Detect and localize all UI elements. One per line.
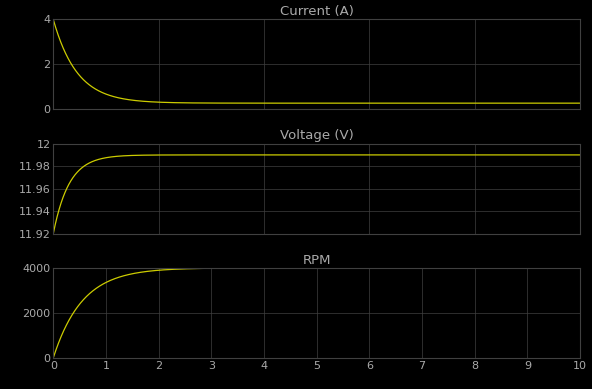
Title: Current (A): Current (A) [280, 5, 353, 18]
Title: RPM: RPM [303, 254, 331, 267]
Title: Voltage (V): Voltage (V) [280, 130, 353, 142]
